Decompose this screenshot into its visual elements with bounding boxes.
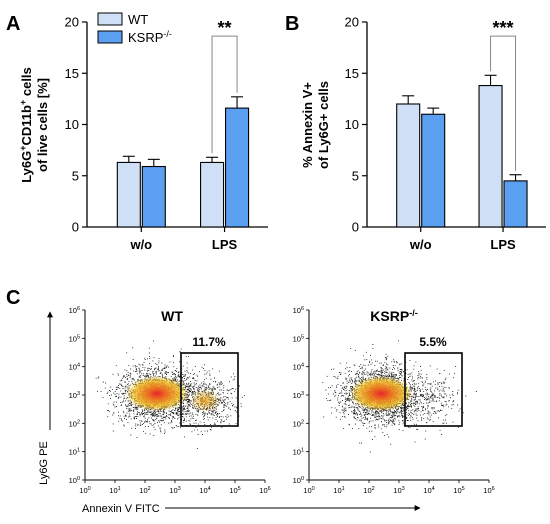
x-category-label: LPS <box>490 237 516 252</box>
flow-x-tick-label: 104 <box>423 486 434 495</box>
flow-density-secondary <box>189 388 221 413</box>
flow-plot-wt: 100 101 102 103 104 105 106 100 101 102 103 104 105… <box>69 306 271 495</box>
flow-y-tick-label: 100 <box>293 476 304 485</box>
x-category-label: LPS <box>212 237 238 252</box>
chart-a-error-bars <box>122 96 244 167</box>
bar <box>503 180 528 228</box>
bar <box>141 165 166 228</box>
flow-gate-pct-wt: 11.7% <box>192 335 226 349</box>
flow-x-tick-label: 101 <box>109 486 120 495</box>
flow-x-tick-label: 100 <box>79 486 90 495</box>
flow-density-core <box>349 375 413 412</box>
flow-plot-ksrp-xticks: 100 101 102 103 104 105 106 <box>303 480 495 495</box>
flow-y-tick-label: 103 <box>293 391 304 400</box>
flow-x-tick-label: 100 <box>303 486 314 495</box>
flow-x-tick-label: 106 <box>259 486 270 495</box>
bar <box>225 107 250 228</box>
x-category-label: w/o <box>409 237 432 252</box>
panel-letter-b: B <box>285 13 299 35</box>
flow-y-tick-label: 106 <box>69 306 80 315</box>
flow-y-tick-label: 102 <box>69 419 80 428</box>
bar <box>200 161 225 228</box>
chart-b-ylabel-line1: % Annexin V+ <box>300 82 315 168</box>
chart-b: 0 5 10 15 20 w/o LPS % Annexin V+ of Ly6G+ ce… <box>300 15 546 252</box>
panel-letter-a: A <box>6 13 20 35</box>
flow-y-tick-label: 103 <box>69 391 80 400</box>
flow-x-tick-label: 104 <box>199 486 210 495</box>
legend-label-wt: WT <box>128 12 148 27</box>
flow-y-tick-label: 101 <box>293 448 304 457</box>
flow-x-tick-label: 102 <box>363 486 374 495</box>
chart-b-error-bars <box>402 74 522 181</box>
chart-a: 0 5 10 15 20 w/o LPS Ly6G+CD11b+ cells of liv… <box>18 15 268 252</box>
flow-x-tick-label: 101 <box>333 486 344 495</box>
y-tick-label: 5 <box>72 168 79 183</box>
chart-b-significance-bracket <box>490 35 517 171</box>
bar <box>478 85 503 228</box>
flow-x-tick-label: 103 <box>169 486 180 495</box>
flow-gate-ksrp <box>404 352 463 427</box>
chart-b-categories: w/o LPS <box>409 237 516 252</box>
y-tick-label: 0 <box>352 220 359 235</box>
bar <box>421 113 446 228</box>
flow-y-tick-label: 104 <box>293 363 304 372</box>
bar <box>396 103 421 228</box>
chart-b-significance-label: *** <box>493 18 514 38</box>
y-tick-label: 10 <box>65 117 79 132</box>
flow-y-axis-label: Ly6G PE <box>38 441 50 485</box>
flow-title-ksrp: KSRP-/- <box>370 308 417 324</box>
chart-a-bars <box>116 107 250 228</box>
legend: WT KSRP-/- <box>97 12 172 45</box>
flow-plot-wt-events <box>95 340 245 450</box>
chart-a-ticks: 0 5 10 15 20 <box>65 15 226 235</box>
flow-x-tick-label: 105 <box>453 486 464 495</box>
flow-plot-wt-xticks: 100 101 102 103 104 105 106 <box>79 480 271 495</box>
y-tick-label: 20 <box>345 15 359 30</box>
flow-y-tick-label: 105 <box>69 334 80 343</box>
flow-x-tick-label: 102 <box>139 486 150 495</box>
y-tick-label: 15 <box>345 66 359 81</box>
flow-y-tick-label: 105 <box>293 334 304 343</box>
x-category-label: w/o <box>129 237 152 252</box>
y-tick-label: 0 <box>72 220 79 235</box>
flow-x-tick-label: 105 <box>229 486 240 495</box>
chart-a-ylabel-line1: Ly6G+CD11b+ cells <box>18 67 34 183</box>
flow-plot-wt-yticks: 100 101 102 103 104 105 106 <box>69 306 85 485</box>
panel-letter-c: C <box>6 287 20 309</box>
significance-bracket-line <box>211 35 238 154</box>
significance-bracket-line <box>490 35 517 171</box>
chart-a-significance-label: ** <box>218 18 232 38</box>
flow-gate-wt <box>180 352 239 427</box>
y-tick-label: 15 <box>65 66 79 81</box>
flow-y-tick-label: 102 <box>293 419 304 428</box>
chart-b-bars <box>396 85 528 228</box>
legend-swatch-wt <box>97 12 123 26</box>
flow-y-tick-label: 106 <box>293 306 304 315</box>
flow-y-tick-label: 100 <box>69 476 80 485</box>
y-tick-label: 10 <box>345 117 359 132</box>
chart-a-categories: w/o LPS <box>129 237 237 252</box>
flow-gate-pct-ksrp: 5.5% <box>419 335 447 349</box>
chart-a-ylabel-line2: of live cells [%] <box>35 78 50 172</box>
flow-y-tick-label: 101 <box>69 448 80 457</box>
chart-b-ticks: 0 5 10 15 20 <box>345 15 504 235</box>
flow-x-axis-label: Annexin V FITC <box>82 503 160 515</box>
y-tick-label: 20 <box>65 15 79 30</box>
legend-swatch-ksrp <box>97 30 123 44</box>
flow-plot-ksrp-events <box>322 340 477 453</box>
bar <box>116 161 141 228</box>
flow-x-tick-label: 106 <box>483 486 494 495</box>
flow-x-tick-label: 103 <box>393 486 404 495</box>
flow-density-core <box>125 375 189 412</box>
flow-y-tick-label: 104 <box>69 363 80 372</box>
flow-plot-ksrp: 100 101 102 103 104 105 106 100 101 102 103 104 105… <box>293 306 495 495</box>
chart-b-ylabel-line2: of Ly6G+ cells <box>316 81 331 169</box>
y-tick-label: 5 <box>352 168 359 183</box>
legend-label-ksrp: KSRP-/- <box>128 29 172 45</box>
flow-title-wt: WT <box>161 308 183 324</box>
flow-plot-ksrp-yticks: 100 101 102 103 104 105 106 <box>293 306 309 485</box>
chart-a-significance-bracket <box>211 35 238 154</box>
